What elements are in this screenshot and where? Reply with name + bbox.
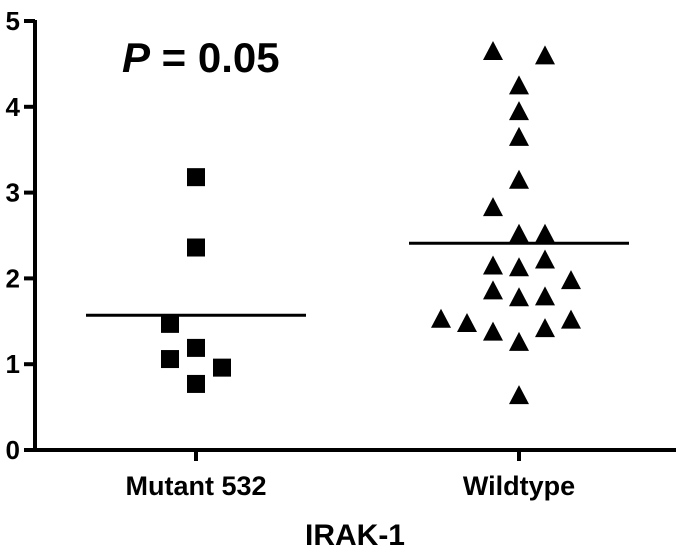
data-point-triangle: [509, 126, 529, 146]
p-value-symbol: P: [122, 34, 151, 81]
data-point-triangle: [561, 270, 581, 290]
data-point-triangle: [483, 41, 503, 61]
x-tick-label: Mutant 532: [125, 471, 266, 501]
data-point-square: [161, 350, 179, 369]
data-point-square: [187, 238, 205, 257]
y-tick-label: 4: [6, 92, 21, 122]
data-point-triangle: [483, 197, 503, 217]
data-point-square: [213, 358, 231, 377]
data-marks: [86, 41, 629, 405]
data-point-triangle: [535, 223, 555, 243]
axis-labels: 0 1 2 3 4 5 Mutant 532 Wildtype: [6, 6, 576, 501]
data-point-triangle: [509, 75, 529, 95]
data-point-triangle: [483, 321, 503, 341]
data-point-triangle: [483, 280, 503, 300]
data-point-triangle: [535, 45, 555, 65]
y-tick-label: 1: [6, 349, 20, 379]
data-point-triangle: [509, 331, 529, 351]
p-value-annotation: P = 0.05: [122, 34, 280, 81]
data-point-square: [187, 338, 205, 357]
data-point-triangle: [509, 169, 529, 189]
y-tick-label: 0: [6, 435, 20, 465]
y-tick-label: 2: [6, 263, 20, 293]
data-point-triangle: [535, 318, 555, 338]
data-point-triangle: [509, 257, 529, 277]
data-point-triangle: [483, 255, 503, 275]
data-point-square: [187, 168, 205, 187]
data-point-triangle: [535, 249, 555, 269]
data-point-triangle: [509, 385, 529, 405]
data-point-square: [187, 374, 205, 393]
data-point-triangle: [431, 308, 451, 328]
axes: [24, 19, 676, 461]
x-tick-label: Wildtype: [463, 471, 575, 501]
x-axis-title: IRAK-1: [305, 519, 405, 552]
data-point-triangle: [535, 286, 555, 306]
data-point-square: [161, 314, 179, 333]
data-point-triangle: [509, 101, 529, 121]
data-point-triangle: [457, 313, 477, 333]
y-tick-label: 5: [6, 6, 20, 36]
data-point-triangle: [509, 223, 529, 243]
data-point-triangle: [561, 309, 581, 329]
data-point-triangle: [509, 287, 529, 307]
y-tick-label: 3: [6, 178, 20, 208]
p-value-text: = 0.05: [150, 34, 280, 81]
